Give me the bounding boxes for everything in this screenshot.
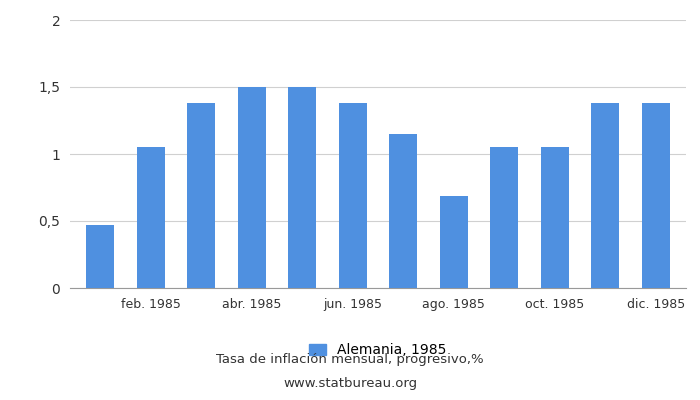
Bar [288,87,316,288]
Legend: Alemania, 1985: Alemania, 1985 [309,343,447,357]
Bar [188,103,215,288]
Bar [642,103,670,288]
Text: Tasa de inflación mensual, progresivo,%: Tasa de inflación mensual, progresivo,% [216,354,484,366]
Bar [440,196,468,288]
Bar [490,147,518,288]
Bar [541,147,568,288]
Text: www.statbureau.org: www.statbureau.org [283,378,417,390]
Bar [86,225,114,288]
Bar [339,103,367,288]
Bar [592,103,619,288]
Bar [137,147,164,288]
Bar [238,87,266,288]
Bar [389,134,417,288]
